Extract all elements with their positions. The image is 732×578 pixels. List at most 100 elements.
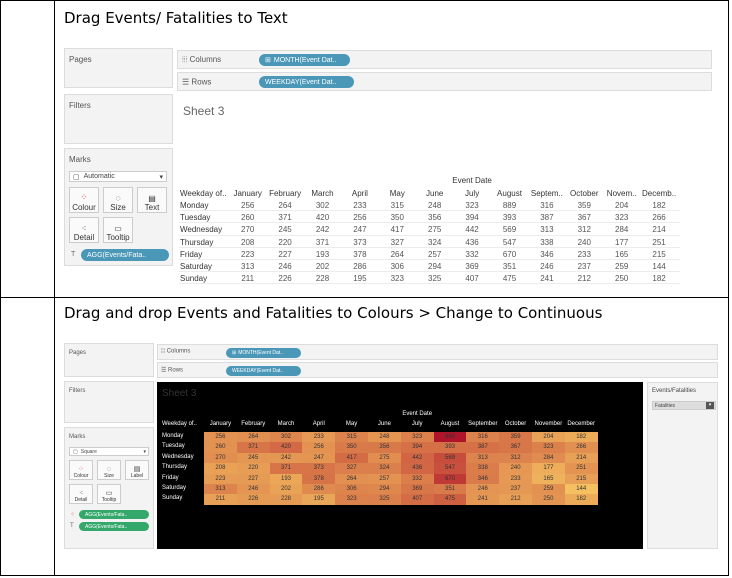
value-cell: 208 (241, 237, 255, 247)
marks-pane: Marks ▢ Automatic ▾ ⁘ Colour ◌ Size ▤ Te… (64, 148, 173, 266)
agg-label-pill[interactable]: AGG(Events/Fata.. (79, 522, 149, 531)
rows-pill[interactable]: WEEKDAY(Event Dat.. (259, 76, 354, 88)
value-cell: 436 (465, 237, 479, 247)
heat-cell: 257 (368, 473, 401, 484)
label-button[interactable]: ▤ Label (125, 460, 149, 480)
value-cell: 165 (615, 249, 629, 259)
rows-shelf[interactable]: ☰ Rows WEEKDAY(Event Dat.. (177, 72, 712, 91)
heat-cell: 351 (433, 484, 467, 495)
heat-cell: 245 (236, 452, 270, 464)
weekday-label: Friday (162, 474, 179, 481)
weekday-label: Sunday (180, 274, 208, 284)
size-button[interactable]: ◌ Size (97, 460, 121, 480)
agg-colour-pill[interactable]: AGG(Events/Fata.. (79, 510, 149, 519)
legend-title: Events/Fatalities (652, 388, 697, 394)
columns-shelf[interactable]: ⦙⦙⦙ Columns ⊞ MONTH(Event Dat.. (157, 344, 718, 360)
value-cell: 223 (241, 249, 255, 259)
value-cell: 242 (315, 225, 330, 235)
detail-button[interactable]: ⁖ Detail (69, 217, 99, 243)
columns-shelf[interactable]: ⦙⦙⦙ Columns ⊞ MONTH(Event Dat.. (177, 50, 712, 69)
text-icon: ▤ (148, 194, 156, 203)
heat-cell: 165 (532, 473, 565, 484)
heat-cell: 240 (499, 463, 532, 474)
heat-cell: 393 (433, 442, 467, 453)
value-cell: 407 (465, 274, 479, 284)
weekday-label: Thursday (162, 464, 188, 471)
heat-cell: 182 (564, 494, 598, 505)
heat-cell: 246 (466, 484, 500, 495)
heat-cell: 312 (499, 452, 532, 464)
filters-label: Filters (69, 101, 91, 110)
value-cell: 256 (353, 213, 367, 223)
value-cell: 393 (502, 213, 517, 223)
value-cell: 356 (428, 213, 442, 223)
weekday-label: Monday (162, 433, 184, 439)
colour-button[interactable]: ⁘ Colour (69, 460, 93, 480)
size-button[interactable]: ◌ Size (103, 187, 133, 213)
colour-icon: ⁘ (80, 192, 88, 202)
month-header: June (426, 189, 444, 198)
weekday-label: Saturday (180, 262, 213, 271)
mark-type-dropdown[interactable]: ▢ Square ▾ (69, 447, 149, 456)
weekday-label: Tuesday (180, 213, 211, 223)
value-cell: 417 (390, 225, 404, 235)
heat-cell: 475 (433, 494, 467, 505)
heat-cell: 228 (269, 494, 303, 505)
heat-cell: 227 (236, 473, 270, 484)
detail-button[interactable]: ⁖ Detail (69, 484, 93, 504)
heat-cell: 323 (400, 432, 434, 443)
month-header: Decemb.. (641, 189, 677, 198)
size-icon: ◌ (106, 466, 112, 473)
value-cell: 332 (465, 249, 479, 259)
chevron-down-icon: ▾ (706, 402, 714, 409)
tooltip-button[interactable]: ▭ Tooltip (97, 484, 121, 504)
month-header: March (311, 189, 334, 198)
columns-icon: ⦙⦙⦙ (182, 54, 190, 64)
pages-pane[interactable]: Pages (64, 48, 173, 88)
heat-cell: 323 (335, 494, 368, 505)
mark-type-dropdown[interactable]: ▢ Automatic ▾ (69, 171, 167, 182)
value-cell: 215 (652, 249, 666, 259)
filters-pane[interactable]: Filters (64, 94, 173, 144)
month-header: October (570, 189, 599, 198)
rows-shelf[interactable]: ☰ Rows WEEKDAY(Event Dat.. (157, 362, 718, 378)
tooltip-button[interactable]: ▭ Tooltip (103, 217, 133, 243)
heat-cell: 270 (204, 452, 237, 464)
month-header: April (351, 189, 368, 198)
heat-cell: 420 (269, 442, 303, 453)
mark-type-value: Automatic (83, 173, 115, 180)
value-cell: 394 (465, 213, 479, 223)
value-cell: 212 (577, 274, 591, 284)
heat-cell: 284 (532, 452, 565, 464)
columns-pill[interactable]: ⊞ MONTH(Event Dat.. (259, 54, 350, 66)
heat-cell: 215 (564, 473, 598, 484)
colour-button[interactable]: ⁘ Colour (69, 187, 99, 213)
month-header: Novem.. (606, 189, 637, 198)
value-cell: 323 (615, 213, 629, 223)
value-cell: 220 (278, 237, 292, 247)
value-cell: 182 (652, 274, 666, 284)
heat-cell: 670 (433, 473, 467, 484)
heat-cell: 442 (400, 452, 434, 464)
table-row-divider (0, 297, 729, 298)
weekday-label: Sunday (162, 495, 183, 502)
mark-type-icon: ▢ (73, 173, 80, 181)
agg-events-pill[interactable]: AGG(Events/Fata.. (81, 249, 169, 261)
row-divider (179, 246, 680, 248)
heat-cell: 325 (368, 494, 401, 505)
columns-pill[interactable]: ⊞ MONTH(Event Dat.. (226, 348, 301, 358)
month-header: October (504, 421, 527, 427)
text-table: Event Date Weekday of.. January February Mar… (177, 96, 712, 294)
filters-pane[interactable]: Filters (64, 381, 154, 423)
step-2-caption: Drag and drop Events and Fatalities to C… (64, 304, 603, 322)
rows-pill[interactable]: WEEKDAY(Event Dat.. (226, 366, 301, 376)
value-cell: 371 (315, 237, 330, 247)
value-cell: 202 (315, 262, 330, 271)
legend-dropdown[interactable]: Fatalities ▾ (652, 401, 716, 410)
pages-pane[interactable]: Pages (64, 343, 154, 377)
value-cell: 214 (652, 225, 666, 235)
text-button[interactable]: ▤ Text (137, 187, 167, 213)
value-cell: 325 (428, 274, 442, 284)
square-icon: ▢ (73, 448, 78, 455)
